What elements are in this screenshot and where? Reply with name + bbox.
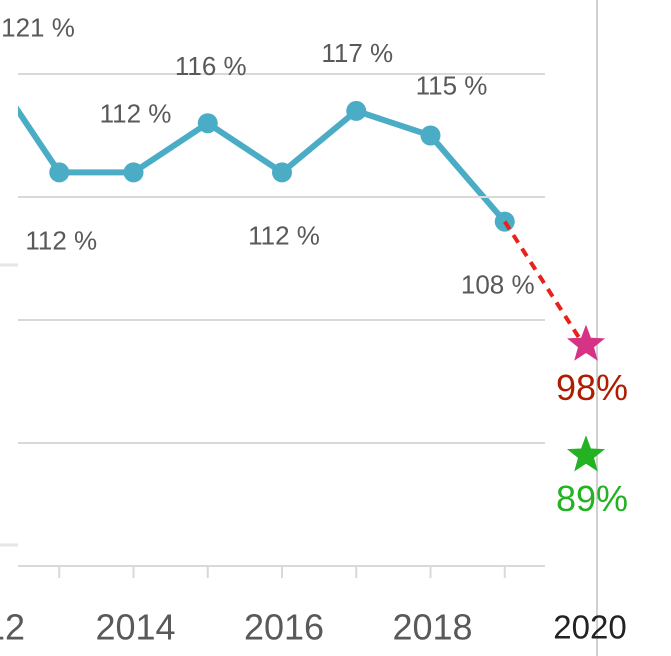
point [346, 100, 367, 121]
x-tick-label: 2014 [95, 607, 175, 648]
point [420, 125, 441, 146]
value-label: 112 % [25, 225, 97, 255]
line [18, 105, 508, 224]
value-label: 112 % [248, 220, 320, 250]
projection-label: 89% [556, 478, 628, 519]
point [272, 162, 292, 183]
x-tick-label: 2020 [553, 609, 626, 646]
point [197, 113, 218, 134]
value-label: 116 % [175, 51, 247, 81]
x-tick-label: 2016 [244, 607, 324, 648]
value-label: 115 % [416, 70, 488, 100]
plot-area [18, 100, 515, 232]
projection-star [567, 435, 605, 472]
point [123, 162, 144, 183]
value-label: 117 % [321, 38, 393, 68]
value-label: 121 % [1, 13, 75, 43]
value-label: 108 % [461, 269, 535, 299]
point [49, 162, 70, 183]
projection-star [567, 324, 605, 361]
x-tick-label: 2018 [392, 607, 472, 648]
projection-label: 98% [556, 367, 628, 408]
value-label: 112 % [100, 98, 172, 128]
